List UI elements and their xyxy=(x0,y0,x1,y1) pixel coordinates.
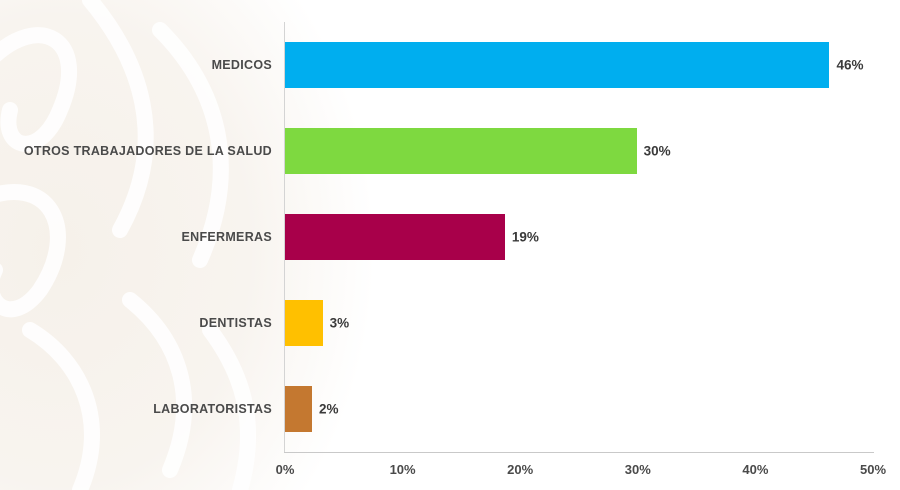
x-tick-10: 10% xyxy=(389,462,416,477)
bar-laboratoristas xyxy=(285,386,313,432)
category-label-enfermeras: ENFERMERAS xyxy=(181,230,272,244)
x-tick-0: 0% xyxy=(275,462,295,477)
category-label-otros-trabajadores: OTROS TRABAJADORES DE LA SALUD xyxy=(23,144,272,158)
x-tick-50: 50% xyxy=(859,462,887,477)
value-label-dentistas: 3% xyxy=(329,315,350,331)
value-label-enfermeras: 19% xyxy=(511,229,539,245)
value-label-otros-trabajadores: 30% xyxy=(643,143,671,159)
y-axis-line xyxy=(284,22,285,452)
x-tick-40: 40% xyxy=(742,462,769,477)
bar-medicos xyxy=(285,42,830,88)
value-label-medicos: 46% xyxy=(836,57,864,73)
x-axis-line xyxy=(284,452,874,453)
category-label-dentistas: DENTISTAS xyxy=(199,316,272,330)
bar-enfermeras xyxy=(285,214,505,260)
x-tick-30: 30% xyxy=(624,462,651,477)
bar-dentistas xyxy=(285,300,323,346)
category-label-medicos: MEDICOS xyxy=(211,58,272,72)
value-label-laboratoristas: 2% xyxy=(319,401,339,417)
watermark-pattern-icon xyxy=(0,0,257,490)
category-label-laboratoristas: LABORATORISTAS xyxy=(153,402,272,416)
x-tick-20: 20% xyxy=(507,462,534,477)
bar-otros-trabajadores xyxy=(285,128,637,174)
